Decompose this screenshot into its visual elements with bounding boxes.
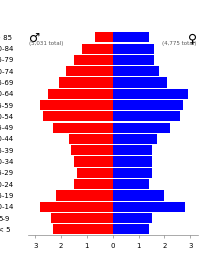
Bar <box>113 77 167 88</box>
Bar <box>69 134 113 144</box>
Bar <box>113 134 157 144</box>
Bar <box>74 157 113 167</box>
Bar <box>113 55 154 65</box>
Bar <box>51 213 113 223</box>
Bar <box>113 122 170 133</box>
Bar <box>113 145 152 155</box>
Bar <box>74 55 113 65</box>
Bar <box>53 224 113 234</box>
Bar <box>77 168 113 178</box>
Bar <box>43 111 113 121</box>
Bar <box>113 111 180 121</box>
Text: (4,775 total): (4,775 total) <box>162 41 197 46</box>
Bar <box>40 202 113 212</box>
Bar <box>82 44 113 54</box>
Bar <box>53 122 113 133</box>
Bar <box>113 213 152 223</box>
Bar <box>66 66 113 76</box>
Bar <box>113 190 164 201</box>
Bar <box>72 145 113 155</box>
Bar <box>113 179 149 189</box>
Text: ♂: ♂ <box>29 32 40 45</box>
Bar <box>113 89 188 99</box>
Bar <box>113 202 185 212</box>
Bar <box>113 44 154 54</box>
Bar <box>113 66 159 76</box>
Bar <box>40 100 113 110</box>
Bar <box>113 157 152 167</box>
Bar <box>113 32 149 43</box>
Bar <box>113 168 152 178</box>
Bar <box>95 32 113 43</box>
Bar <box>59 77 113 88</box>
Text: (5,031 total): (5,031 total) <box>29 41 63 46</box>
Bar <box>113 224 149 234</box>
Bar <box>48 89 113 99</box>
Bar <box>74 179 113 189</box>
Bar <box>113 100 183 110</box>
Text: ♀: ♀ <box>188 32 197 45</box>
Bar <box>56 190 113 201</box>
